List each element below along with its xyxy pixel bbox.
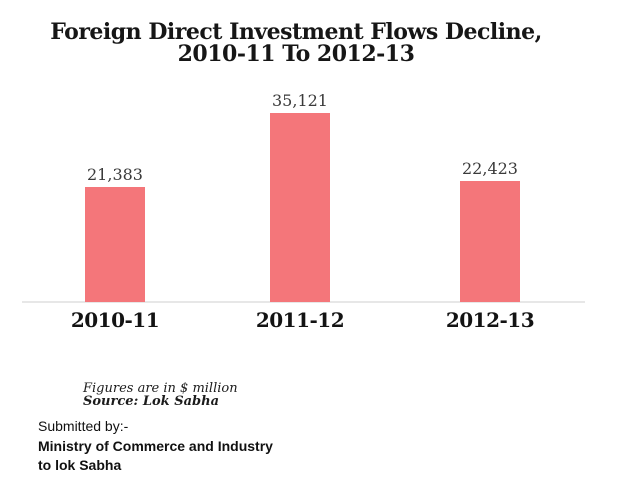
source-note: Source: Lok Sabha (83, 394, 219, 409)
bar-2012-13 (460, 181, 520, 302)
submitted-by-target: to lok Sabha (38, 457, 122, 473)
x-axis-line (22, 301, 585, 303)
bar-chart: 21,383 2010-11 35,121 2011-12 22,423 2012-13 (22, 91, 585, 332)
submitted-by-label: Submitted by:- (38, 418, 129, 434)
chart-title-line1: Foreign Direct Investment Flows Decline, (50, 19, 542, 45)
unit-note: Figures are in $ million (83, 381, 238, 396)
x-axis-label: 2011-12 (255, 308, 345, 332)
bar-value-label: 22,423 (462, 159, 518, 178)
chart-title-line2: 2010-11 To 2012-13 (177, 41, 415, 67)
chart-title: Foreign Direct Investment Flows Decline,… (0, 21, 592, 65)
x-axis-label: 2012-13 (445, 308, 535, 332)
bar-value-label: 35,121 (272, 91, 328, 110)
submitted-by-block: Submitted by:- Ministry of Commerce and … (38, 417, 273, 476)
chart-footnote: Figures are in $ million Source: Lok Sab… (83, 382, 238, 408)
bar-value-label: 21,383 (87, 165, 143, 184)
bar-2010-11 (85, 187, 145, 302)
submitted-by-org: Ministry of Commerce and Industry (38, 437, 273, 454)
bar-2011-12 (270, 113, 330, 302)
x-axis-label: 2010-11 (70, 308, 160, 332)
